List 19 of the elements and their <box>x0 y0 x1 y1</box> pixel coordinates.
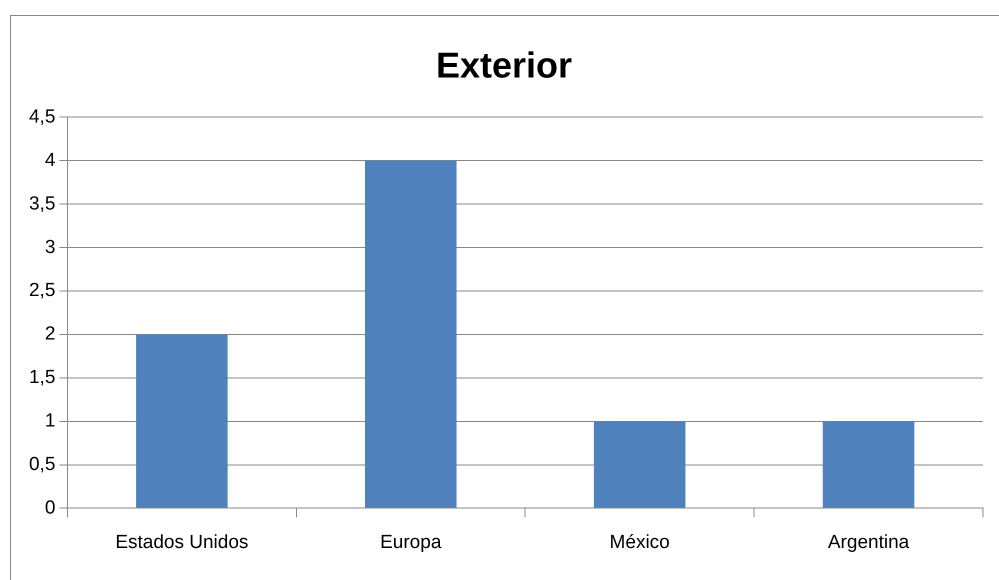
y-tick-label: 0 <box>44 497 56 518</box>
bar <box>594 421 686 508</box>
x-tick-label: Estados Unidos <box>115 532 248 553</box>
bar <box>364 160 457 508</box>
x-tick-label: México <box>610 532 670 553</box>
bar <box>136 334 228 508</box>
bar <box>822 421 914 508</box>
y-tick-label: 4,5 <box>28 106 56 128</box>
y-tick-label: 0,5 <box>28 454 56 475</box>
y-tick-label: 4 <box>44 150 56 171</box>
chart-title: Exterior <box>436 44 572 86</box>
x-tick-label: Europa <box>380 532 442 553</box>
x-tick-label: Argentina <box>828 532 910 553</box>
y-tick-label: 3 <box>44 236 56 258</box>
y-tick-label: 3,5 <box>28 193 56 214</box>
y-tick-label: 1 <box>44 410 56 432</box>
y-tick-label: 1,5 <box>28 367 56 388</box>
y-tick-label: 2,5 <box>28 280 56 302</box>
y-tick-label: 2 <box>44 324 56 345</box>
